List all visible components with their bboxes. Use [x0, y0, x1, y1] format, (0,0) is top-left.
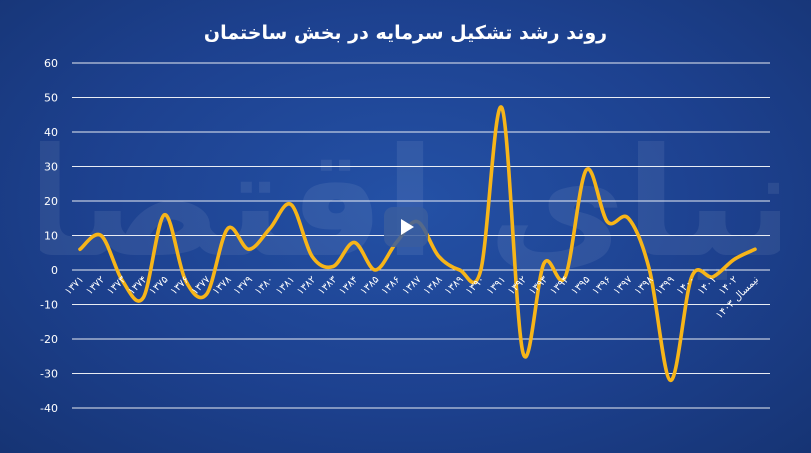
- y-tick-label: -40: [40, 402, 58, 415]
- x-tick-label: ۱۳۹۶: [590, 274, 613, 297]
- x-tick-label: ۱۳۸۶: [380, 274, 403, 297]
- x-tick-label: ۱۳۸۲: [295, 274, 318, 297]
- x-tick-label: ۱۳۷۵: [148, 274, 171, 297]
- x-tick-label: ۱۳۸۴: [337, 274, 360, 297]
- x-tick-label: ۱۴۰۱: [696, 274, 719, 297]
- y-tick-label: -30: [40, 368, 58, 381]
- y-tick-label: -10: [40, 299, 58, 312]
- x-tick-label: ۱۳۹۵: [569, 274, 592, 297]
- x-tick-label: ۱۳۹۱: [485, 274, 508, 297]
- chart-title: روند رشد تشکیل سرمایه در بخش ساختمان: [203, 22, 608, 44]
- y-tick-label: 10: [44, 230, 58, 243]
- play-button[interactable]: [384, 207, 428, 247]
- x-tick-label: ۱۳۷۲: [84, 274, 107, 297]
- y-tick-label: 0: [51, 264, 58, 277]
- y-tick-label: 40: [44, 126, 58, 139]
- play-icon: [401, 219, 414, 235]
- series-line: [78, 105, 757, 383]
- x-tick-label: ۱۳۷۹: [232, 274, 255, 297]
- x-tick-label: ۱۳۸۸: [422, 274, 445, 297]
- x-tick-label: ۱۳۸۰: [253, 274, 276, 297]
- x-tick-label: ۱۳۹۷: [612, 274, 635, 297]
- x-tick-label: ۱۳۷۱: [63, 274, 86, 297]
- y-tick-label: -20: [40, 333, 58, 346]
- y-tick-label: 20: [44, 195, 58, 208]
- x-tick-label: ۱۳۸۵: [358, 274, 381, 297]
- x-tick-label: ۱۳۸۷: [401, 274, 424, 297]
- x-tick-label: ۱۳۸۳: [316, 274, 339, 297]
- x-tick-label: ۱۳۸۱: [274, 274, 297, 297]
- y-tick-label: 50: [44, 92, 58, 105]
- y-tick-label: 30: [44, 161, 58, 174]
- x-tick-label: ۱۳۸۹: [443, 274, 466, 297]
- x-tick-label: ۱۳۹۴: [548, 274, 571, 297]
- y-tick-label: 60: [44, 57, 58, 70]
- x-tick-label: ۱۳۹۹: [654, 274, 677, 297]
